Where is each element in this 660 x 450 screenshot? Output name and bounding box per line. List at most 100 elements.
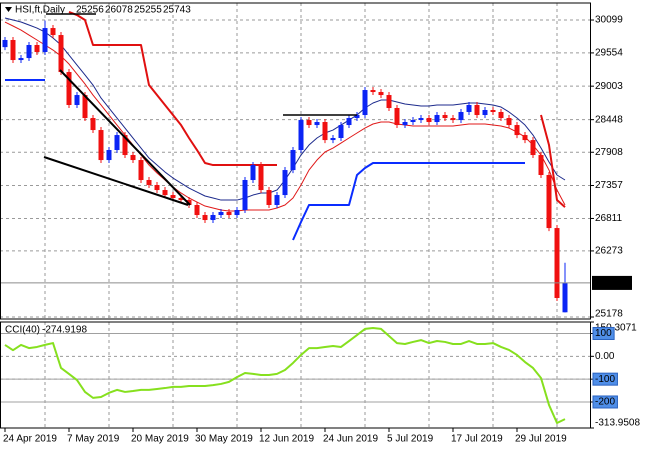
candle-body — [346, 118, 352, 126]
candle-body — [58, 35, 64, 73]
candle-body — [322, 122, 328, 141]
trend-line — [43, 156, 189, 206]
candle-body — [498, 111, 504, 119]
candle-body — [426, 118, 432, 123]
candle-body — [194, 204, 200, 216]
candle-body — [362, 90, 368, 116]
ohlc-open: 25256 — [76, 5, 104, 16]
candle-body — [162, 190, 168, 196]
price-tag: 25743 — [595, 278, 623, 289]
candle-body — [402, 122, 408, 126]
candle-body — [10, 39, 16, 61]
candle-body — [210, 215, 216, 221]
candle-body — [338, 125, 344, 139]
candle-body — [450, 118, 456, 121]
candle-body — [18, 58, 24, 61]
candle-body — [474, 104, 480, 116]
x-tick-label: 24 Apr 2019 — [3, 434, 57, 445]
candle-body — [354, 115, 360, 119]
candle-body — [50, 28, 56, 36]
candle-body — [298, 120, 304, 151]
y-tick-label: -313.9508 — [595, 418, 640, 429]
indicator-value: -274.9198 — [42, 325, 87, 336]
price-panel-frame — [0, 2, 591, 320]
candle-body — [98, 130, 104, 161]
y-tick-label: 25178 — [595, 309, 623, 320]
x-tick-label: 24 Jun 2019 — [323, 434, 378, 445]
cci-panel-frame — [0, 321, 591, 429]
x-tick-label: 29 Jul 2019 — [515, 434, 567, 445]
candle-body — [562, 282, 568, 313]
labels: HSI,ft,Daily 25256 26078 25255 25743 CCI… — [3, 5, 640, 445]
candle-body — [90, 118, 96, 131]
candle-body — [394, 108, 400, 126]
candle-body — [242, 180, 248, 211]
candle-body — [554, 228, 560, 298]
indicator-name: CCI(40) — [5, 325, 40, 336]
y-tick-label: 27357 — [595, 180, 623, 191]
candle-body — [258, 165, 264, 191]
candle-body — [378, 92, 384, 96]
candle-body — [522, 135, 528, 141]
candle-body — [82, 95, 88, 119]
candle-body — [74, 95, 80, 105]
candle-body — [2, 39, 8, 48]
candle-body — [442, 115, 448, 119]
candle-body — [202, 215, 208, 221]
candle-body — [306, 120, 312, 126]
candle-body — [410, 120, 416, 123]
candle-body — [466, 104, 472, 112]
candle-body — [218, 211, 224, 216]
trend-line — [59, 69, 191, 206]
y-tick-label: -200 — [595, 397, 615, 408]
y-tick-label: 26811 — [595, 213, 623, 224]
x-tick-label: 20 May 2019 — [131, 434, 189, 445]
x-tick-label: 7 May 2019 — [67, 434, 120, 445]
candle-body — [114, 135, 120, 151]
price-tag-box — [592, 275, 632, 290]
candle-body — [138, 160, 144, 181]
indicator-line — [4, 21, 566, 212]
drawings — [43, 13, 357, 206]
y-tick-label: 26273 — [595, 246, 623, 257]
candle-body — [122, 135, 128, 156]
candle-body — [106, 150, 112, 161]
candle-body — [538, 155, 544, 176]
y-tick-label: 27908 — [595, 147, 623, 158]
candle-body — [170, 195, 176, 198]
level-label-box — [592, 372, 618, 386]
candle-body — [386, 95, 392, 109]
y-tick-label: 100 — [595, 328, 612, 339]
candle-body — [154, 185, 160, 191]
candle-body — [514, 125, 520, 136]
candle-body — [34, 45, 40, 53]
chart-title: HSI,ft,Daily — [15, 5, 65, 16]
indicator-line — [292, 161, 525, 241]
indicator-line — [540, 114, 566, 208]
candle-body — [506, 118, 512, 126]
ohlc-high: 26078 — [105, 5, 133, 16]
y-tick-label: 0.00 — [595, 351, 615, 362]
candle-body — [250, 165, 256, 181]
candle-body — [226, 211, 232, 216]
candle-body — [434, 115, 440, 123]
level-label-box — [592, 395, 618, 409]
candle-body — [314, 122, 320, 126]
x-tick-label: 30 May 2019 — [195, 434, 253, 445]
y-tick-label: 30099 — [595, 15, 623, 26]
ohlc-low: 25255 — [134, 5, 162, 16]
candle-body — [418, 118, 424, 121]
y-tick-label: -100 — [595, 374, 615, 385]
candle-body — [530, 140, 536, 156]
y-tick-label: 29554 — [595, 48, 623, 59]
level-label-box — [592, 326, 615, 340]
candle-body — [290, 150, 296, 171]
y-tick-label: 29003 — [595, 81, 623, 92]
candle-body — [330, 138, 336, 141]
candle-body — [130, 155, 136, 161]
marks — [0, 11, 590, 424]
candle-body — [274, 195, 280, 205]
